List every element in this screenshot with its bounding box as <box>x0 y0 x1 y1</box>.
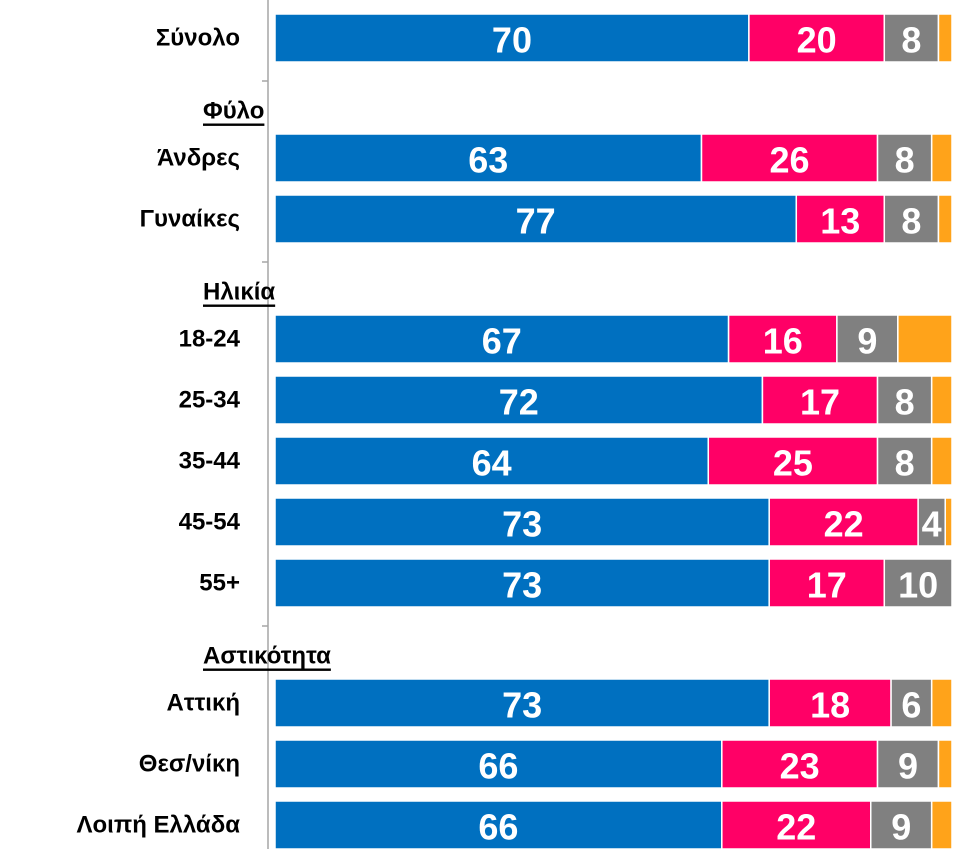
bar-segment <box>795 194 886 244</box>
data-label: 9 <box>857 321 877 362</box>
bar-segment <box>917 497 946 547</box>
bar-segment <box>883 558 953 608</box>
bar-segment <box>883 194 940 244</box>
bar-segment <box>761 375 879 425</box>
bar-segment <box>937 739 953 789</box>
data-label: 73 <box>502 504 542 545</box>
bar-segment <box>836 314 899 364</box>
bar-segment <box>274 558 770 608</box>
data-label: 72 <box>499 382 539 423</box>
bar-segment <box>930 436 953 486</box>
bar-segment <box>274 800 723 850</box>
bar-segment <box>274 739 723 789</box>
category-label: Άνδρες <box>157 145 240 172</box>
bar-segment <box>721 739 879 789</box>
data-label: 18 <box>810 685 850 726</box>
data-label: 64 <box>472 443 512 484</box>
category-label: 55+ <box>199 570 240 597</box>
data-label: 66 <box>478 746 518 787</box>
data-label: 67 <box>482 321 522 362</box>
bar-segment <box>930 133 953 183</box>
bar-segment <box>930 678 953 728</box>
data-label: 8 <box>901 201 921 242</box>
category-label: 25-34 <box>179 387 241 414</box>
data-label: 25 <box>773 443 813 484</box>
category-label: Θεσ/νίκη <box>139 751 240 778</box>
data-label: 73 <box>502 565 542 606</box>
bar-segment <box>768 678 892 728</box>
data-label: 6 <box>901 685 921 726</box>
bar-segment <box>707 436 879 486</box>
group-header: Αστικότητα <box>203 643 331 670</box>
bar-segment <box>274 436 710 486</box>
bar-segment <box>930 375 953 425</box>
data-label: 17 <box>807 565 847 606</box>
bar-segment <box>876 436 933 486</box>
data-label: 22 <box>776 807 816 848</box>
data-label: 16 <box>763 321 803 362</box>
bar-segment <box>937 194 953 244</box>
group-header: Ηλικία <box>203 279 275 306</box>
data-label: 26 <box>769 140 809 181</box>
data-label: 77 <box>516 201 556 242</box>
bar-segment <box>944 497 953 547</box>
bar-segment <box>274 133 703 183</box>
data-label: 66 <box>478 807 518 848</box>
data-label: 9 <box>898 746 918 787</box>
data-label: 13 <box>820 201 860 242</box>
data-label: 63 <box>468 140 508 181</box>
group-header: Φύλο <box>203 98 264 125</box>
bar-segment <box>727 314 838 364</box>
bar-segment <box>930 800 953 850</box>
category-label: Σύνολο <box>156 25 240 52</box>
category-label: Γυναίκες <box>140 206 240 233</box>
bar-segment <box>274 497 770 547</box>
data-label: 8 <box>895 382 915 423</box>
category-label: 35-44 <box>179 448 241 475</box>
data-label: 20 <box>797 20 837 61</box>
bar-segment <box>883 13 940 63</box>
bar-segment <box>748 13 886 63</box>
category-label: Αττική <box>167 690 240 717</box>
data-label: 4 <box>922 504 942 545</box>
bar-segment <box>274 678 770 728</box>
bar-segment <box>274 375 764 425</box>
data-label: 9 <box>891 807 911 848</box>
data-label: 23 <box>780 746 820 787</box>
bar-segment <box>876 739 940 789</box>
bar-segment <box>897 314 953 364</box>
bar-segment <box>890 678 933 728</box>
bar-segment <box>937 13 953 63</box>
data-label: 10 <box>898 565 938 606</box>
category-label: 45-54 <box>179 509 241 536</box>
bar-segment <box>876 375 933 425</box>
data-label: 8 <box>895 443 915 484</box>
data-label: 8 <box>895 140 915 181</box>
bar-segment <box>876 133 933 183</box>
bar-segment <box>274 314 730 364</box>
data-label: 17 <box>800 382 840 423</box>
data-label: 22 <box>824 504 864 545</box>
data-label: 70 <box>492 20 532 61</box>
bar-segment <box>274 194 798 244</box>
data-label: 73 <box>502 685 542 726</box>
category-label: 18-24 <box>179 326 241 353</box>
data-label: 8 <box>901 20 921 61</box>
bar-segment <box>768 558 886 608</box>
category-label: Λοιπή Ελλάδα <box>76 812 240 839</box>
